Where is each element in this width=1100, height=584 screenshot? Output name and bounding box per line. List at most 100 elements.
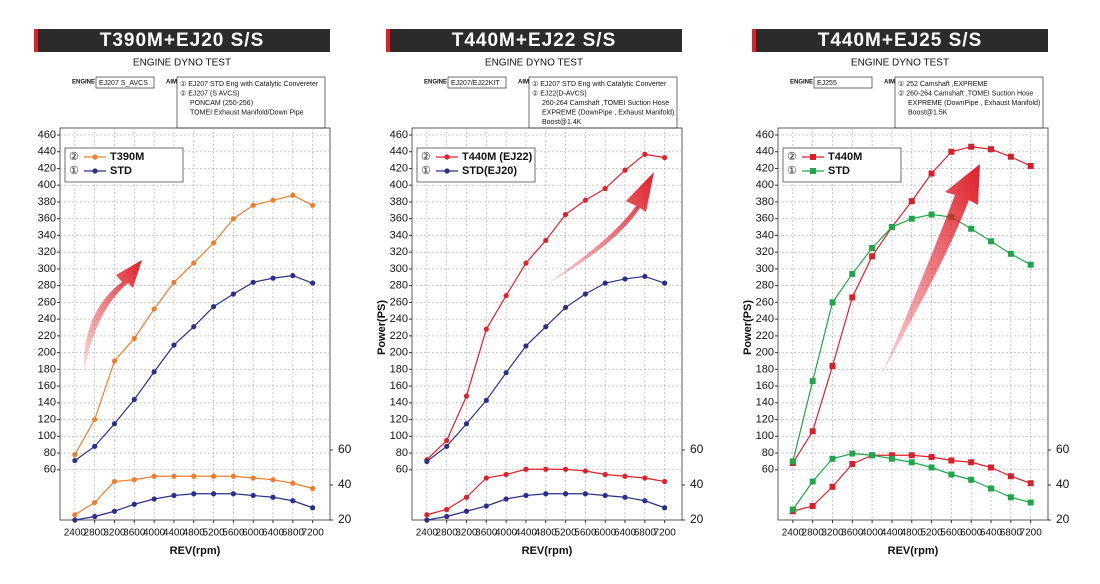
x-tick-label: 4400 [881,528,904,539]
point [230,491,236,497]
y-tick-label: 220 [38,330,56,342]
y-tick-label: 260 [756,296,774,308]
y-tick-label: 320 [756,246,774,258]
plot-frame [777,127,1049,521]
aim-line: PONCAM (250-256) [190,100,253,107]
x-tick-label: 3200 [821,528,844,539]
aim-line: Boost@1.5K [908,109,948,116]
point [523,343,529,349]
point [968,459,975,466]
point [250,279,256,285]
y-tick-label: 460 [390,129,408,141]
legend-symbol: ① [787,165,797,177]
x-tick-label: 5600 [222,528,245,539]
y-tick-label: 300 [390,263,408,275]
aim-line: 260-264 Camshaft ,TOMEI Suction Hose [542,100,669,107]
point [444,443,450,449]
point [1027,499,1034,506]
title-bar [386,29,682,52]
y-tick-label: 220 [756,330,774,342]
point [463,393,470,399]
point [602,492,608,499]
point [131,477,137,483]
point [988,146,995,153]
subtitle: ENGINE DYNO TEST [485,58,583,69]
point [849,450,856,457]
point [72,517,78,523]
point [908,452,915,459]
point [642,498,648,504]
y-tick-label: 340 [390,229,408,241]
y2-tick-label: 40 [1056,477,1070,491]
x-tick-label: 6800 [634,528,657,539]
point [829,299,836,306]
y-tick-label: 120 [390,413,408,425]
point [424,517,430,523]
point [191,260,197,266]
point [908,198,915,205]
point [310,485,316,492]
point [230,473,236,479]
point [1027,162,1034,169]
point [310,280,316,286]
legend-symbol: ② [69,151,79,163]
y2-tick-label: 40 [338,477,352,491]
y-tick-label: 60 [396,464,408,476]
point [270,494,276,500]
point [988,238,995,245]
legend-symbol: ② [421,151,431,163]
subtitle: ENGINE DYNO TEST [851,58,949,69]
point [849,461,856,467]
point [111,421,118,427]
point [948,457,955,464]
point [463,421,470,427]
x-tick-label: 4400 [163,528,186,539]
x-tick-label: 2800 [436,528,459,539]
subtitle: ENGINE DYNO TEST [133,58,231,69]
legend-symbol: ① [69,165,79,177]
point [869,452,876,459]
y2-tick-label: 20 [338,512,352,526]
y-tick-label: 320 [38,246,56,258]
point [829,455,836,462]
y-tick-label: 400 [38,179,56,191]
x-tick-label: 4800 [535,528,558,539]
engine-box [813,76,873,89]
chart-title: T440M+EJ25 S/S [818,30,983,51]
y-tick-label: 160 [38,380,56,392]
x-tick-label: 2800 [84,528,107,539]
point [562,211,569,218]
title-bar [34,29,330,52]
y-tick-label: 100 [390,430,408,442]
y2-tick-label: 40 [690,477,704,491]
x-tick-label: 2800 [802,528,825,539]
point [988,485,995,492]
y-tick-label: 300 [756,263,774,275]
point [582,197,588,203]
point [310,202,316,208]
chart-panel: T440M+EJ25 S/S ENGINE DYNO TEST ENGINE EJ25… [742,29,1070,557]
legend-label: STD(EJ20) [462,165,517,177]
point [290,192,296,198]
x-tick-label: 6000 [960,528,983,539]
point [869,244,876,251]
x-tick-label: 5600 [574,528,597,539]
point [483,397,489,403]
legend-label: STD [828,165,850,177]
y-tick-label: 60 [762,464,774,476]
x-tick-label: 4000 [861,528,884,539]
point [230,216,236,222]
point [1007,473,1014,480]
x-tick-label: 3600 [123,528,146,539]
x-tick-label: 3200 [103,528,126,539]
y2-tick-label: 20 [1056,512,1070,526]
legend-marker [810,154,816,160]
aim-line: ① 252 Camshaft ,EXPREME [898,80,988,88]
y-tick-label: 80 [44,447,56,459]
point [849,294,856,301]
title-bar [752,29,1048,52]
point [483,326,489,332]
point [270,275,276,281]
aim-line: ② 260-264 Camshaft ,TOMEI Suction Hose [898,89,1033,97]
point [444,506,450,513]
